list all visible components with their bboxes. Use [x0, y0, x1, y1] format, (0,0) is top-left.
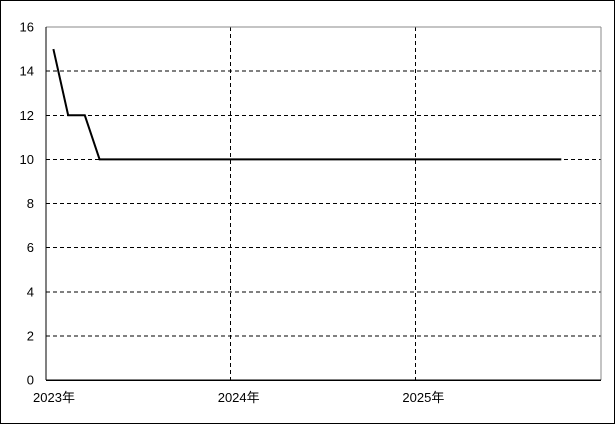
- y-tick-label: 12: [20, 108, 34, 123]
- y-tick-label: 0: [27, 373, 34, 388]
- y-tick-label: 2: [27, 328, 34, 343]
- x-tick-label: 2024年: [218, 390, 260, 405]
- y-tick-label: 8: [27, 196, 34, 211]
- y-tick-label: 16: [20, 20, 34, 35]
- data-line-value: [52, 48, 562, 161]
- y-tick-label: 4: [27, 284, 34, 299]
- x-tick-label: 2025年: [402, 390, 444, 405]
- y-tick-label: 6: [27, 240, 34, 255]
- y-tick-label: 14: [20, 64, 34, 79]
- y-tick-label: 10: [20, 152, 34, 167]
- x-tick-label: 2023年: [33, 390, 75, 405]
